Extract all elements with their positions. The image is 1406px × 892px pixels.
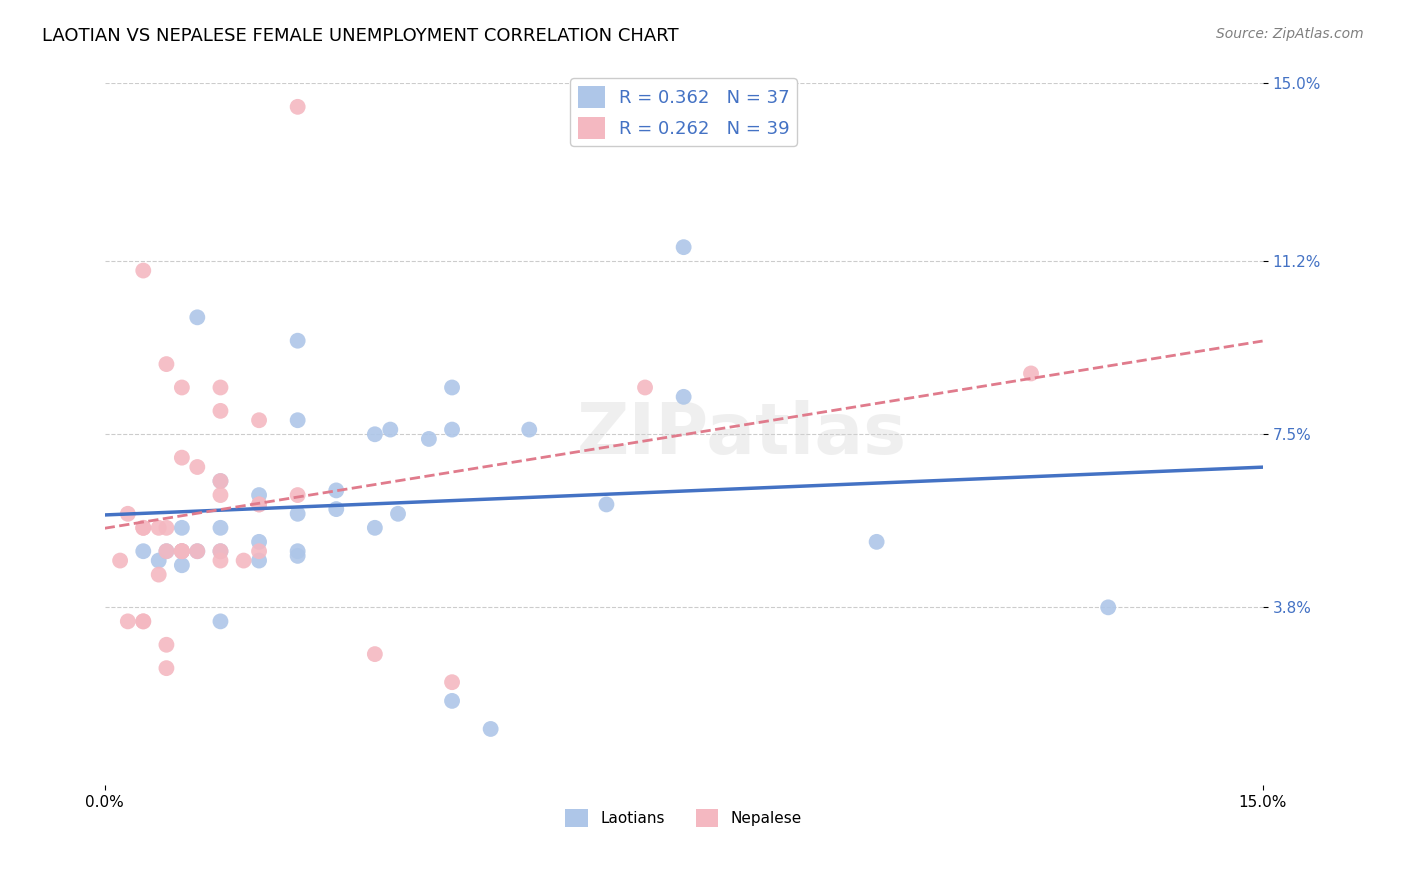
Point bbox=[1097, 600, 1119, 615]
Point bbox=[170, 544, 193, 558]
Point bbox=[672, 240, 695, 254]
Point bbox=[247, 544, 270, 558]
Point bbox=[209, 553, 232, 567]
Point bbox=[247, 498, 270, 512]
Point bbox=[441, 380, 464, 394]
Point bbox=[247, 553, 270, 567]
Point bbox=[287, 507, 309, 521]
Point bbox=[155, 357, 177, 371]
Point bbox=[170, 544, 193, 558]
Point bbox=[132, 615, 155, 629]
Point bbox=[209, 404, 232, 418]
Point bbox=[287, 413, 309, 427]
Point bbox=[209, 544, 232, 558]
Point bbox=[209, 380, 232, 394]
Point bbox=[186, 544, 208, 558]
Point bbox=[325, 502, 347, 516]
Point bbox=[325, 483, 347, 498]
Point bbox=[441, 423, 464, 437]
Point bbox=[387, 507, 409, 521]
Point bbox=[479, 722, 502, 736]
Point bbox=[155, 661, 177, 675]
Point bbox=[287, 549, 309, 563]
Point bbox=[155, 544, 177, 558]
Point bbox=[441, 694, 464, 708]
Point bbox=[364, 521, 387, 535]
Point bbox=[170, 380, 193, 394]
Point bbox=[186, 310, 208, 325]
Point bbox=[247, 498, 270, 512]
Point bbox=[155, 544, 177, 558]
Point bbox=[148, 521, 170, 535]
Point bbox=[132, 263, 155, 277]
Point bbox=[170, 544, 193, 558]
Point bbox=[247, 488, 270, 502]
Text: Source: ZipAtlas.com: Source: ZipAtlas.com bbox=[1216, 27, 1364, 41]
Point bbox=[155, 521, 177, 535]
Point bbox=[132, 521, 155, 535]
Point bbox=[209, 474, 232, 488]
Point bbox=[364, 427, 387, 442]
Point bbox=[517, 423, 540, 437]
Point bbox=[117, 507, 139, 521]
Point bbox=[232, 553, 254, 567]
Point bbox=[132, 615, 155, 629]
Point bbox=[595, 498, 617, 512]
Text: ZIPatlas: ZIPatlas bbox=[576, 400, 907, 469]
Point bbox=[186, 544, 208, 558]
Point bbox=[148, 567, 170, 582]
Point bbox=[132, 521, 155, 535]
Point bbox=[209, 544, 232, 558]
Point bbox=[148, 553, 170, 567]
Point bbox=[287, 334, 309, 348]
Point bbox=[441, 675, 464, 690]
Point bbox=[170, 450, 193, 465]
Point bbox=[209, 521, 232, 535]
Point bbox=[672, 390, 695, 404]
Point bbox=[186, 460, 208, 475]
Point bbox=[132, 544, 155, 558]
Point bbox=[380, 423, 402, 437]
Point bbox=[287, 488, 309, 502]
Point bbox=[364, 647, 387, 661]
Point bbox=[209, 615, 232, 629]
Point bbox=[170, 521, 193, 535]
Point bbox=[209, 488, 232, 502]
Point bbox=[209, 474, 232, 488]
Point bbox=[108, 553, 131, 567]
Legend: Laotians, Nepalese: Laotians, Nepalese bbox=[560, 803, 808, 834]
Point bbox=[170, 544, 193, 558]
Point bbox=[287, 100, 309, 114]
Point bbox=[418, 432, 440, 446]
Text: LAOTIAN VS NEPALESE FEMALE UNEMPLOYMENT CORRELATION CHART: LAOTIAN VS NEPALESE FEMALE UNEMPLOYMENT … bbox=[42, 27, 679, 45]
Point bbox=[1019, 367, 1042, 381]
Point bbox=[287, 544, 309, 558]
Point bbox=[247, 534, 270, 549]
Point bbox=[247, 413, 270, 427]
Point bbox=[117, 615, 139, 629]
Point bbox=[155, 638, 177, 652]
Point bbox=[865, 534, 887, 549]
Point bbox=[170, 558, 193, 573]
Point bbox=[634, 380, 657, 394]
